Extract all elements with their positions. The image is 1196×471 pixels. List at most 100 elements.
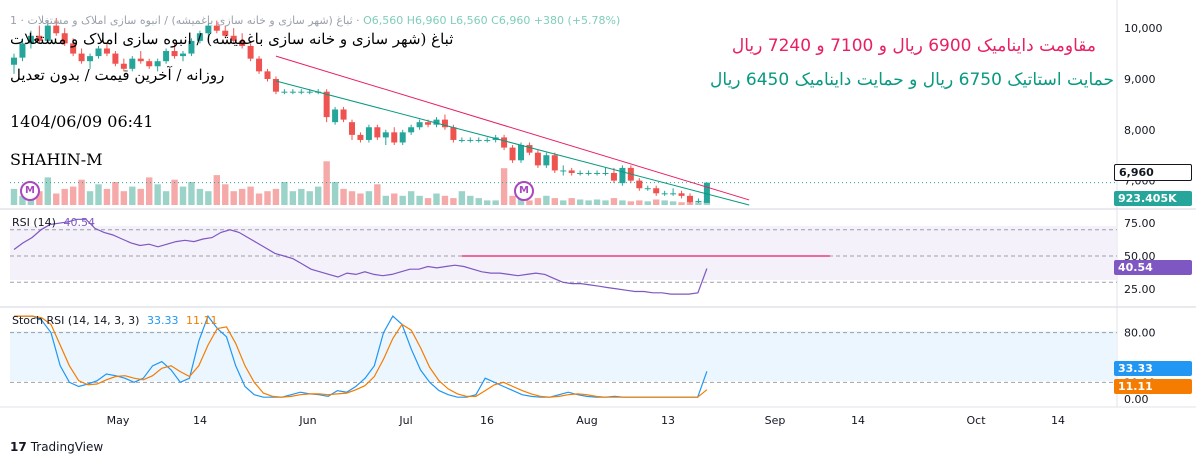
candle-body <box>585 172 592 174</box>
rsi-axis-tick: 75.00 <box>1124 217 1156 230</box>
volume-bar <box>534 198 542 205</box>
candle-body <box>357 134 364 140</box>
rsi-pane[interactable] <box>10 218 1117 295</box>
stoch-axis-tick: 80.00 <box>1124 327 1156 340</box>
volume-bar <box>610 198 618 205</box>
candle-body <box>365 127 372 140</box>
candle-body <box>678 193 685 196</box>
trend-lines[interactable] <box>10 55 1117 206</box>
candle-body <box>551 155 558 171</box>
volume-bar <box>238 188 246 205</box>
candle-body <box>602 172 609 174</box>
volume-bar <box>179 186 187 205</box>
volume-bar <box>416 195 423 205</box>
volume-bar <box>36 191 43 205</box>
resistance-annotation[interactable]: مقاومت داینامیک 6900 ریال و 7100 و 7240 … <box>731 36 1096 56</box>
ohlc-values: O6,560 H6,960 L6,560 C6,960 +380 (+5.78%… <box>363 14 621 27</box>
candle-body <box>36 35 43 41</box>
volume-badge: 923.405K <box>1114 191 1192 206</box>
candle-body <box>205 25 212 34</box>
volume-bar <box>374 184 381 205</box>
candle-body <box>78 53 85 62</box>
volume-bar <box>44 177 51 205</box>
volume-bar <box>407 191 415 205</box>
volume-bar <box>585 200 592 205</box>
brand-text: TradingView <box>30 440 104 454</box>
stoch-d-badge: 11.11 <box>1114 379 1192 394</box>
stoch-k-line <box>14 314 708 398</box>
volume-bar <box>247 186 254 205</box>
volume-bar <box>467 195 474 205</box>
candle-body <box>619 167 626 184</box>
candle-body <box>501 137 508 148</box>
candle-body <box>188 40 195 54</box>
candle-body <box>256 58 263 72</box>
candle-body <box>44 25 51 41</box>
ohlc-header: ثباغ (شهر سازی و خانه سازی باغمیشه) / ان… <box>10 14 620 27</box>
candle-body <box>653 188 660 194</box>
volume-bar <box>315 186 322 205</box>
volume-bar <box>112 182 119 205</box>
volume-bar <box>492 200 499 205</box>
volume-bar <box>306 191 313 205</box>
volume-bar <box>543 195 550 205</box>
candle-body <box>87 56 94 62</box>
volume-bar <box>695 202 702 205</box>
candle-body <box>230 35 237 41</box>
resistance-trendline <box>275 55 750 201</box>
candle-body <box>137 58 144 62</box>
support-annotation[interactable]: حمایت استاتیک 6750 ریال و حمایت داینامیک… <box>710 70 1114 90</box>
rsi-title-value: 40.54 <box>63 216 95 229</box>
stoch-band-background <box>10 331 1116 381</box>
volume-bar <box>450 198 457 205</box>
volume-bar <box>255 193 263 205</box>
tradingview-brand[interactable]: 17 TradingView <box>10 440 103 454</box>
volume-bar <box>154 184 161 205</box>
time-axis-tick: 13 <box>661 414 675 427</box>
author-label: SHAHIN-M <box>10 150 103 169</box>
chart-subtitle: روزانه / آخرین قیمت / بدون تعدیل <box>10 66 225 84</box>
candle-body <box>264 71 271 79</box>
volume-bar <box>222 184 229 205</box>
candlesticks[interactable] <box>11 18 710 204</box>
volume-bar <box>10 188 18 205</box>
marker-m-icon[interactable]: M <box>20 181 40 201</box>
rsi-line <box>13 218 708 295</box>
candle-body <box>687 195 693 202</box>
candle-body <box>509 147 516 161</box>
rsi-axis-tick: 25.00 <box>1124 283 1156 296</box>
volume-bar <box>644 201 651 205</box>
volume-bar <box>653 199 660 205</box>
stoch-title[interactable]: Stoch RSI (14, 14, 3, 3) 33.33 11.11 <box>12 314 217 327</box>
volume-bar <box>103 188 111 205</box>
volume-bar <box>509 195 516 205</box>
candle-body <box>441 119 448 128</box>
stoch-rsi-pane[interactable] <box>10 314 1117 398</box>
volume-bar <box>340 188 347 205</box>
candle-body <box>636 180 643 189</box>
candle-body <box>458 139 465 141</box>
rsi-badge: 40.54 <box>1114 260 1192 275</box>
volume-bar <box>669 201 677 205</box>
candle-body <box>382 132 389 138</box>
volume-bar <box>61 188 68 205</box>
candle-body <box>568 170 575 173</box>
volume-bar <box>703 201 711 205</box>
candle-body <box>112 53 119 64</box>
candle-body <box>450 127 457 140</box>
volume-bar <box>323 161 330 205</box>
volume-bar <box>348 191 356 205</box>
rsi-title[interactable]: RSI (14) 40.54 <box>12 216 95 229</box>
volume-bar <box>230 191 237 205</box>
candle-body <box>484 139 491 141</box>
candle-body <box>543 155 550 166</box>
candle-body <box>281 91 288 93</box>
volume-bar <box>636 200 643 205</box>
volume-bar <box>424 198 432 205</box>
marker-m-icon[interactable]: M <box>514 181 534 201</box>
volume-bar <box>272 188 280 205</box>
time-axis-tick: Jul <box>398 414 412 427</box>
candle-body <box>129 58 136 69</box>
